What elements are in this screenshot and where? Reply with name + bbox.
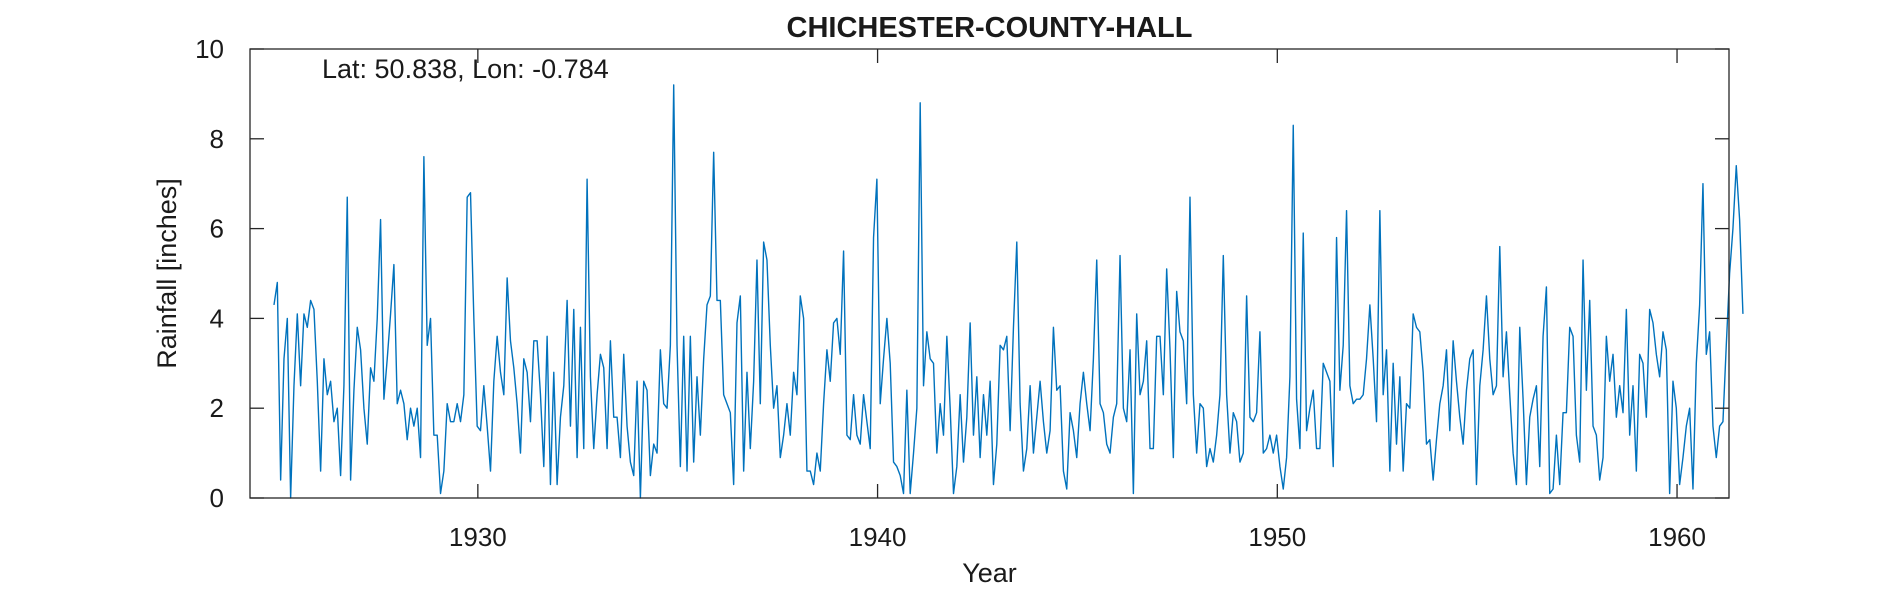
- chart-title: CHICHESTER-COUNTY-HALL: [787, 12, 1193, 44]
- axes-box: [249, 48, 1730, 499]
- y-tick-label: 4: [210, 303, 224, 333]
- axis-ticks: [250, 48, 1729, 499]
- y-tick-label: 8: [210, 124, 224, 154]
- y-tick-label: 2: [210, 393, 224, 423]
- location-annotation: Lat: 50.838, Lon: -0.784: [322, 54, 609, 84]
- x-tick-label: 1950: [1248, 522, 1306, 552]
- rainfall-series-line: [273, 84, 1744, 499]
- plot-area: [250, 49, 1729, 498]
- y-tick-label: 0: [210, 483, 224, 513]
- y-tick-label: 10: [195, 34, 224, 64]
- x-axis-label: Year: [962, 558, 1017, 588]
- y-tick-label: 6: [210, 214, 224, 244]
- y-axis-label: Rainfall [inches]: [152, 178, 182, 369]
- x-tick-label: 1960: [1648, 522, 1706, 552]
- x-tick-label: 1940: [849, 522, 907, 552]
- x-tick-label: 1930: [449, 522, 507, 552]
- axis-tick-labels: 1930 1940 1950 1960 0 2 4 6 8 10: [195, 34, 1706, 552]
